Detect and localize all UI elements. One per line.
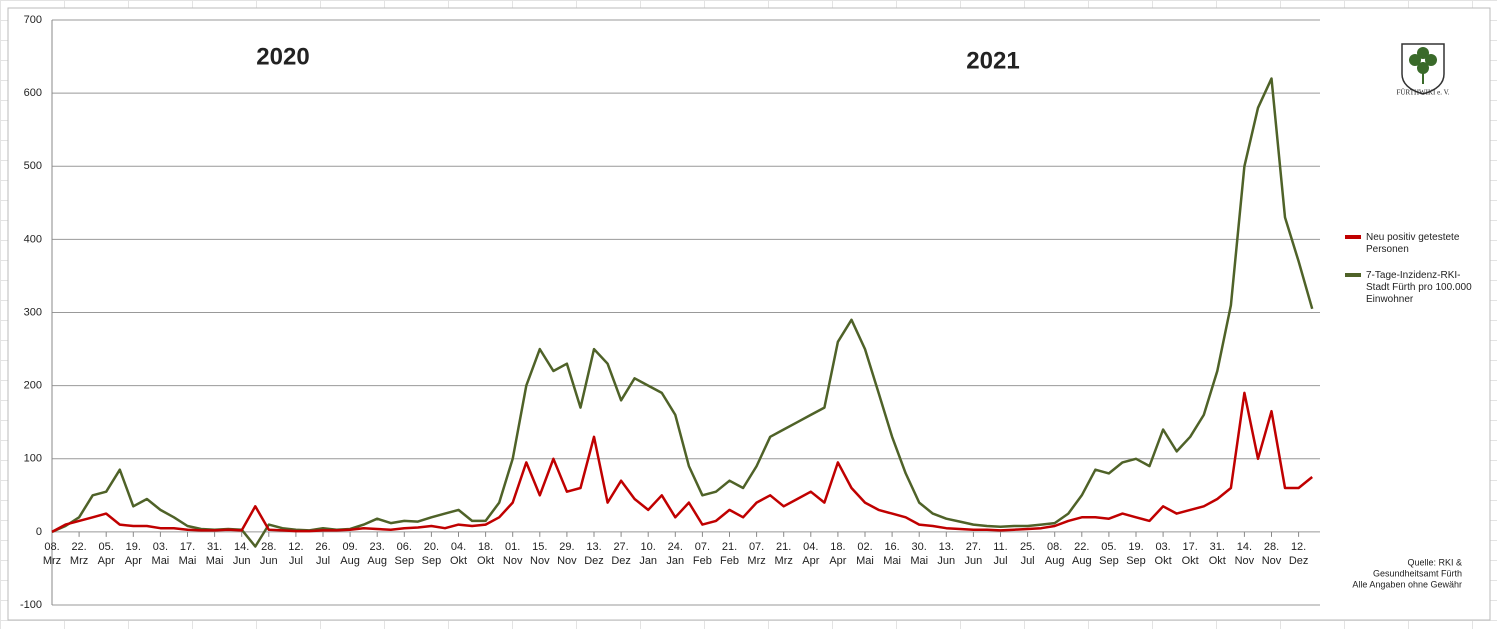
x-tick-label: 08. Mrz: [43, 541, 61, 567]
x-tick-label: 16. Mai: [883, 541, 901, 567]
logo-text: FÜRTHWIKI e. V.: [1397, 89, 1450, 97]
x-tick-label: 03. Okt: [1155, 541, 1172, 567]
x-tick-label: 31. Mai: [206, 541, 224, 567]
x-tick-label: 08. Aug: [1045, 541, 1065, 567]
x-tick-label: 05. Sep: [1099, 541, 1119, 567]
y-tick-label: 400: [24, 233, 42, 245]
x-tick-label: 10. Jan: [639, 541, 657, 567]
y-tick-label: 300: [24, 306, 42, 318]
x-tick-label: 30. Mai: [910, 541, 928, 567]
y-tick-label: 700: [24, 14, 42, 26]
x-tick-label: 17. Mai: [179, 541, 197, 567]
logo: [1401, 43, 1445, 95]
x-tick-label: 13. Jun: [937, 541, 955, 567]
y-tick-label: 100: [24, 453, 42, 465]
x-tick-label: 03. Mai: [152, 541, 170, 567]
legend-key: [1345, 273, 1361, 277]
x-tick-label: 18. Apr: [829, 541, 846, 567]
x-tick-label: 13. Dez: [584, 541, 604, 567]
x-tick-label: 22. Aug: [1072, 541, 1092, 567]
y-tick-label: 200: [24, 380, 42, 392]
x-tick-label: 28. Jun: [260, 541, 278, 567]
x-tick-label: 26. Jul: [315, 541, 330, 567]
legend-label: Neu positiv getestete Personen: [1366, 232, 1460, 255]
x-tick-label: 12. Jul: [288, 541, 303, 567]
source: Alle Angaben ohne Gewähr: [1352, 579, 1462, 589]
x-tick-label: 18. Okt: [477, 541, 494, 567]
x-tick-label: 19. Apr: [125, 541, 142, 567]
legend-label: 7-Tage-Inzidenz-RKI-Stadt Fürth pro 100.…: [1366, 270, 1472, 305]
x-tick-label: 25. Jul: [1020, 541, 1035, 567]
x-tick-label: 07. Feb: [693, 541, 712, 567]
x-tick-label: 06. Sep: [395, 541, 415, 567]
x-tick-label: 04. Okt: [450, 541, 467, 567]
y-tick-label: 0: [36, 526, 42, 538]
x-tick-label: 14. Jun: [233, 541, 251, 567]
x-tick-label: 15. Nov: [530, 541, 550, 567]
x-tick-label: 23. Aug: [367, 541, 387, 567]
x-tick-label: 19. Sep: [1126, 541, 1146, 567]
series-line: [51, 77, 1314, 548]
x-tick-label: 31. Okt: [1209, 541, 1226, 567]
x-tick-label: 12. Dez: [1289, 541, 1309, 567]
y-tick-label: 500: [24, 160, 42, 172]
source: Gesundheitsamt Fürth: [1373, 568, 1462, 578]
x-tick-label: 07. Mrz: [747, 541, 765, 567]
x-tick-label: 04. Apr: [802, 541, 819, 567]
x-tick-label: 01. Nov: [503, 541, 523, 567]
y-tick-label: -100: [20, 599, 42, 611]
x-tick-label: 28. Nov: [1262, 541, 1282, 567]
y-tick-label: 600: [24, 87, 42, 99]
legend-key: [1345, 235, 1361, 239]
series-line: [51, 391, 1313, 533]
year-label: 2020: [256, 43, 309, 70]
x-tick-label: 22. Mrz: [70, 541, 88, 567]
x-tick-label: 11. Jul: [993, 541, 1007, 567]
x-tick-label: 20. Sep: [422, 541, 442, 567]
x-tick-label: 21. Feb: [720, 541, 739, 567]
x-tick-label: 29. Nov: [557, 541, 577, 567]
chart-area: [7, 7, 1491, 621]
year-label: 2021: [966, 47, 1019, 74]
x-tick-label: 27. Dez: [611, 541, 631, 567]
x-tick-label: 24. Jan: [666, 541, 684, 567]
x-tick-label: 09. Aug: [340, 541, 360, 567]
source: Quelle: RKI &: [1407, 557, 1462, 567]
x-tick-label: 27. Jun: [965, 541, 983, 567]
x-tick-label: 14. Nov: [1235, 541, 1255, 567]
x-tick-label: 05. Apr: [98, 541, 115, 567]
x-tick-label: 21. Mrz: [775, 541, 793, 567]
x-tick-label: 02. Mai: [856, 541, 874, 567]
x-tick-label: 17. Okt: [1182, 541, 1199, 567]
